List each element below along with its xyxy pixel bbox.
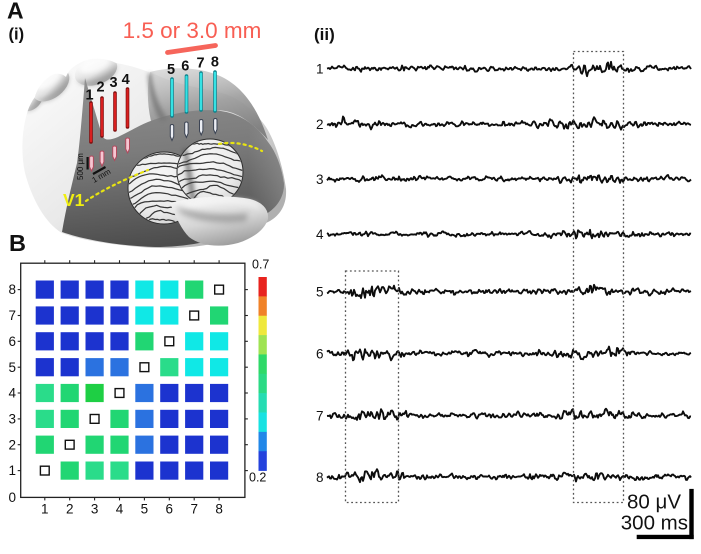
svg-text:2: 2 [96, 80, 104, 96]
svg-text:80 μV: 80 μV [627, 491, 681, 514]
svg-text:A: A [7, 0, 24, 24]
svg-text:1.5 or 3.0 mm: 1.5 or 3.0 mm [123, 18, 262, 43]
svg-text:3: 3 [316, 172, 324, 187]
svg-text:1: 1 [41, 502, 49, 517]
svg-text:2: 2 [66, 502, 74, 517]
svg-text:V1: V1 [63, 190, 85, 210]
svg-text:5: 5 [8, 360, 16, 375]
svg-text:6: 6 [8, 334, 16, 349]
svg-text:0: 0 [8, 490, 16, 505]
svg-text:8: 8 [316, 470, 324, 485]
svg-text:5: 5 [141, 502, 149, 517]
svg-text:1: 1 [85, 88, 93, 104]
svg-text:2: 2 [8, 437, 16, 452]
svg-text:4: 4 [116, 502, 124, 517]
svg-text:(ii): (ii) [314, 25, 335, 44]
svg-text:300 ms: 300 ms [621, 512, 688, 535]
svg-text:2: 2 [316, 117, 324, 132]
svg-text:6: 6 [316, 346, 324, 361]
svg-text:1: 1 [316, 61, 324, 76]
svg-text:8: 8 [8, 282, 16, 297]
svg-text:0.2: 0.2 [249, 471, 266, 485]
svg-text:3: 3 [8, 412, 16, 427]
svg-text:8: 8 [215, 502, 223, 517]
svg-text:7: 7 [196, 56, 204, 72]
svg-text:0.7: 0.7 [252, 258, 269, 272]
svg-text:5: 5 [316, 284, 324, 299]
svg-text:5: 5 [167, 62, 175, 78]
svg-text:1: 1 [8, 463, 16, 478]
svg-text:4: 4 [122, 72, 130, 88]
svg-text:4: 4 [316, 227, 324, 242]
svg-text:7: 7 [8, 308, 16, 323]
svg-text:6: 6 [181, 59, 189, 75]
svg-text:(i): (i) [9, 26, 25, 44]
svg-text:4: 4 [8, 386, 16, 401]
svg-text:500 μm: 500 μm [76, 153, 85, 180]
svg-text:8: 8 [211, 55, 219, 71]
svg-text:7: 7 [190, 502, 198, 517]
svg-text:3: 3 [91, 502, 99, 517]
svg-text:7: 7 [316, 408, 324, 423]
svg-text:3: 3 [109, 75, 117, 91]
svg-text:6: 6 [166, 502, 174, 517]
svg-text:B: B [9, 230, 26, 256]
